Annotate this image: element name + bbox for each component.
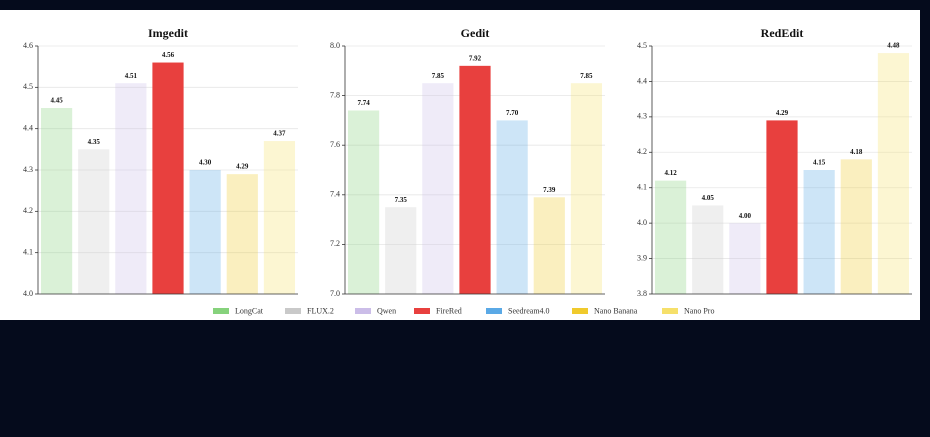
value-label: 4.37 [273,130,286,138]
bar [459,65,491,294]
bar [729,223,761,294]
value-label: 4.56 [162,51,175,59]
bar [803,170,835,294]
y-tick-label: 7.6 [330,140,340,149]
y-tick-label: 4.5 [23,82,33,91]
value-label: 4.00 [739,212,752,220]
legend-label: Seedream4.0 [508,306,550,315]
bar [840,159,872,294]
legend-label: Qwen [377,306,396,315]
legend-swatch [572,308,588,314]
value-label: 4.35 [88,138,101,146]
y-tick-label: 4.1 [23,247,33,256]
y-tick-label: 4.1 [637,183,647,192]
value-label: 4.51 [125,72,138,80]
y-tick-label: 4.0 [637,218,647,227]
bar [570,83,603,294]
legend-label: FireRed [436,306,462,315]
legend-label: FLUX.2 [307,306,334,315]
y-tick-label: 7.4 [330,190,340,199]
value-label: 4.18 [850,148,863,156]
bar [692,205,724,294]
y-tick-label: 4.4 [637,76,647,85]
bar [496,120,528,295]
y-tick-label: 4.6 [23,41,33,50]
bar [877,53,910,295]
legend-swatch [486,308,502,314]
chart-title: Imgedit [148,26,188,40]
value-label: 7.39 [543,186,556,194]
y-tick-label: 7.8 [330,90,340,99]
value-label: 4.05 [702,194,715,202]
bar [226,174,258,294]
value-label: 4.29 [236,163,249,171]
y-tick-label: 4.2 [637,147,647,156]
legend-label: Nano Banana [594,306,638,315]
value-label: 7.35 [395,196,408,204]
chart-title: Gedit [461,26,490,40]
legend-label: Nano Pro [684,306,714,315]
bar [385,207,417,294]
y-tick-label: 4.4 [23,123,33,132]
y-tick-label: 3.8 [637,289,647,298]
y-tick-label: 4.3 [637,112,647,121]
legend-swatch [414,308,430,314]
y-tick-label: 7.2 [330,239,340,248]
bar [115,83,147,294]
legend-swatch [355,308,371,314]
legend-swatch [285,308,301,314]
bar [152,62,184,295]
bar [654,180,687,294]
legend-swatch [662,308,678,314]
value-label: 4.45 [50,97,63,105]
bar [533,197,565,294]
value-label: 7.85 [580,72,593,80]
bar [40,108,73,294]
legend-swatch [213,308,229,314]
value-label: 4.12 [664,169,677,177]
legend-label: LongCat [235,306,264,315]
bar [347,110,380,294]
value-label: 7.70 [506,109,519,117]
value-label: 7.92 [469,54,482,62]
bar [766,120,798,295]
chart-title: RedEdit [761,26,804,40]
value-label: 4.48 [887,42,900,50]
y-tick-label: 7.0 [330,289,340,298]
bar [263,141,296,294]
y-tick-label: 4.2 [23,206,33,215]
value-label: 7.85 [432,72,445,80]
bar [78,149,110,294]
value-label: 4.15 [813,159,826,167]
y-tick-label: 4.0 [23,289,33,298]
y-tick-label: 4.3 [23,165,33,174]
bar [189,170,221,294]
y-tick-label: 3.9 [637,253,647,262]
bar [422,83,454,294]
value-label: 4.29 [776,109,789,117]
y-tick-label: 4.5 [637,41,647,50]
value-label: 4.30 [199,159,212,167]
y-tick-label: 8.0 [330,41,340,50]
value-label: 7.74 [357,99,370,107]
